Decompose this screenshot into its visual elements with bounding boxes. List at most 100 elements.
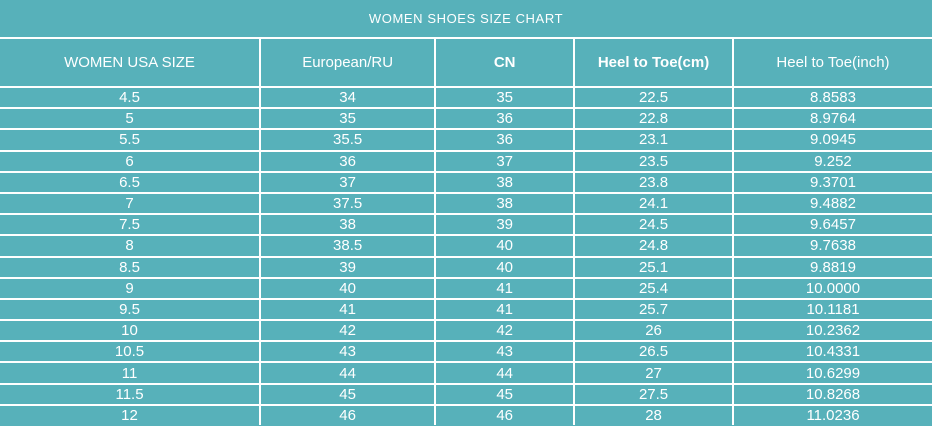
table-cell: 28 [573, 403, 733, 425]
table-cell: 45 [259, 382, 436, 405]
table-cell: 9.8819 [731, 255, 932, 278]
column-header-cn: CN [434, 37, 575, 87]
table-cell: 25.4 [573, 276, 733, 299]
table-cell: 46 [434, 403, 575, 425]
table-cell: 36 [434, 107, 575, 130]
header-row: WOMEN USA SIZE European/RU CN Heel to To… [0, 37, 932, 87]
column-header-usa-size: WOMEN USA SIZE [0, 37, 261, 87]
table-cell: 45 [434, 382, 575, 405]
table-cell: 35 [434, 85, 575, 109]
table-cell: 10.4331 [731, 340, 932, 363]
table-cell: 7.5 [0, 213, 261, 236]
table-cell: 41 [259, 297, 436, 321]
table-cell: 9.3701 [731, 170, 932, 193]
table-cell: 46 [259, 403, 436, 425]
table-cell: 10.6299 [731, 361, 932, 384]
table-row: 7 37.5 38 24.1 9.4882 [0, 191, 932, 215]
table-cell: 4.5 [0, 85, 261, 109]
table-cell: 38 [434, 170, 575, 193]
table-cell: 42 [434, 319, 575, 342]
table-cell: 8.8583 [731, 85, 932, 109]
table-cell: 26 [573, 319, 733, 342]
table-cell: 9.252 [731, 149, 932, 172]
table-cell: 35 [259, 107, 436, 130]
table-cell: 39 [259, 255, 436, 278]
table-cell: 10.1181 [731, 297, 932, 321]
table-cell: 41 [434, 276, 575, 299]
table-cell: 34 [259, 85, 436, 109]
table-cell: 44 [434, 361, 575, 384]
table-cell: 26.5 [573, 340, 733, 363]
table-cell: 9.6457 [731, 213, 932, 236]
table-cell: 24.8 [573, 234, 733, 257]
table-cell: 25.7 [573, 297, 733, 321]
table-cell: 11.0236 [731, 403, 932, 425]
table-cell: 44 [259, 361, 436, 384]
table-cell: 36 [434, 128, 575, 151]
chart-title: WOMEN SHOES SIZE CHART [368, 11, 564, 26]
table-cell: 12 [0, 403, 261, 425]
table-cell: 23.5 [573, 149, 733, 172]
table-cell: 38.5 [259, 234, 436, 257]
table-row: 4.5 34 35 22.5 8.8583 [0, 85, 932, 109]
table-cell: 35.5 [259, 128, 436, 151]
table-row: 11 44 44 27 10.6299 [0, 361, 932, 384]
table-cell: 10.8268 [731, 382, 932, 405]
column-header-european-ru: European/RU [259, 37, 436, 87]
table-cell: 9.4882 [731, 191, 932, 215]
table-cell: 10.5 [0, 340, 261, 363]
table-cell: 40 [259, 276, 436, 299]
table-cell: 25.1 [573, 255, 733, 278]
table-cell: 9 [0, 276, 261, 299]
table-cell: 42 [259, 319, 436, 342]
table-row: 9.5 41 41 25.7 10.1181 [0, 297, 932, 321]
table-cell: 10 [0, 319, 261, 342]
table-cell: 38 [259, 213, 436, 236]
table-row: 7.5 38 39 24.5 9.6457 [0, 213, 932, 236]
table-cell: 23.1 [573, 128, 733, 151]
table-cell: 10.2362 [731, 319, 932, 342]
column-header-heel-toe-cm: Heel to Toe(cm) [573, 37, 733, 87]
table-cell: 27.5 [573, 382, 733, 405]
table-cell: 7 [0, 191, 261, 215]
table-cell: 37.5 [259, 191, 436, 215]
table-cell: 37 [259, 170, 436, 193]
table-row: 5 35 36 22.8 8.9764 [0, 107, 932, 130]
table-row: 5.5 35.5 36 23.1 9.0945 [0, 128, 932, 151]
table-row: 8 38.5 40 24.8 9.7638 [0, 234, 932, 257]
table-row: 10 42 42 26 10.2362 [0, 319, 932, 342]
size-table: WOMEN USA SIZE European/RU CN Heel to To… [0, 37, 932, 425]
table-cell: 24.1 [573, 191, 733, 215]
table-cell: 43 [434, 340, 575, 363]
table-row: 12 46 46 28 11.0236 [0, 403, 932, 425]
table-cell: 43 [259, 340, 436, 363]
table-cell: 40 [434, 234, 575, 257]
table-cell: 9.5 [0, 297, 261, 321]
table-cell: 24.5 [573, 213, 733, 236]
table-cell: 11.5 [0, 382, 261, 405]
table-row: 9 40 41 25.4 10.0000 [0, 276, 932, 299]
table-cell: 6 [0, 149, 261, 172]
table-row: 11.5 45 45 27.5 10.8268 [0, 382, 932, 405]
table-cell: 8.9764 [731, 107, 932, 130]
table-cell: 9.0945 [731, 128, 932, 151]
table-cell: 22.8 [573, 107, 733, 130]
table-cell: 38 [434, 191, 575, 215]
table-cell: 8.5 [0, 255, 261, 278]
table-cell: 9.7638 [731, 234, 932, 257]
column-header-heel-toe-inch: Heel to Toe(inch) [731, 37, 932, 87]
table-row: 10.5 43 43 26.5 10.4331 [0, 340, 932, 363]
table-cell: 36 [259, 149, 436, 172]
table-cell: 6.5 [0, 170, 261, 193]
table-cell: 22.5 [573, 85, 733, 109]
table-cell: 27 [573, 361, 733, 384]
table-cell: 5.5 [0, 128, 261, 151]
table-cell: 8 [0, 234, 261, 257]
table-cell: 37 [434, 149, 575, 172]
table-cell: 41 [434, 297, 575, 321]
table-row: 6 36 37 23.5 9.252 [0, 149, 932, 172]
table-cell: 23.8 [573, 170, 733, 193]
table-cell: 39 [434, 213, 575, 236]
table-cell: 40 [434, 255, 575, 278]
